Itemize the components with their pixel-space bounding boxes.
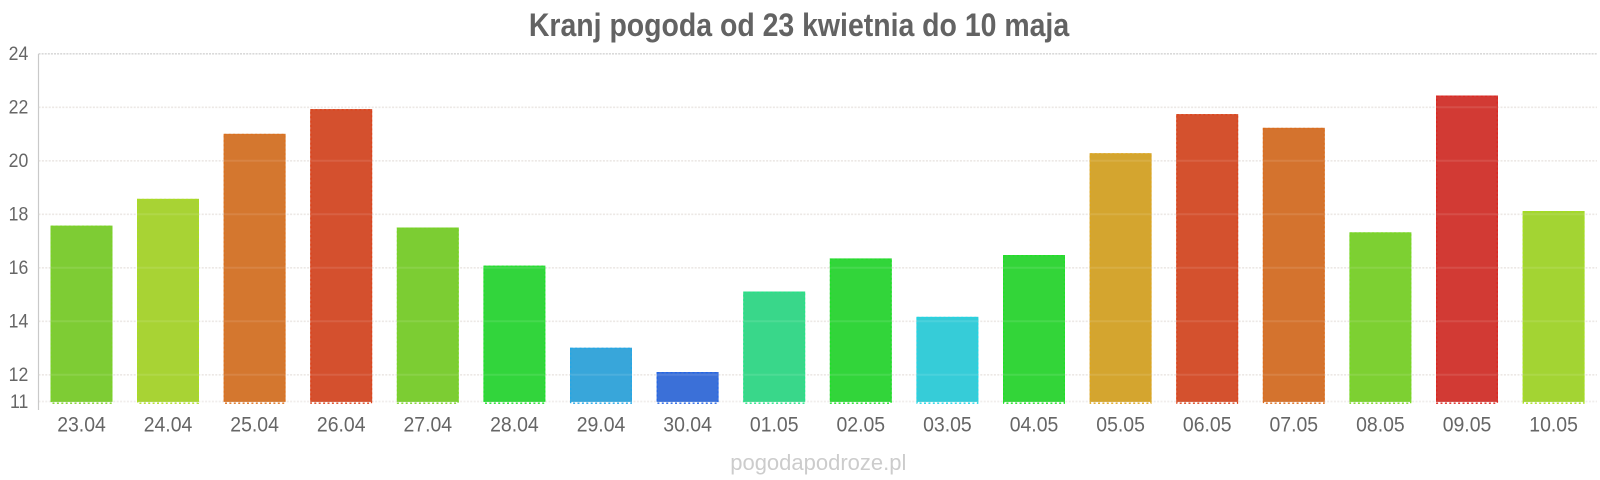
svg-text:18: 18 xyxy=(9,203,29,225)
svg-text:11: 11 xyxy=(10,390,28,412)
svg-text:09.05: 09.05 xyxy=(1443,412,1492,436)
svg-text:20: 20 xyxy=(9,150,29,172)
svg-text:26.04: 26.04 xyxy=(317,412,366,436)
svg-text:12: 12 xyxy=(9,364,29,386)
svg-text:14: 14 xyxy=(9,310,29,332)
svg-text:04.05: 04.05 xyxy=(1010,412,1059,436)
svg-text:22: 22 xyxy=(9,96,29,118)
svg-text:pogodapodroze.pl: pogodapodroze.pl xyxy=(730,450,906,475)
svg-text:01.05: 01.05 xyxy=(750,412,799,436)
svg-text:30.04: 30.04 xyxy=(663,412,712,436)
svg-text:06.05: 06.05 xyxy=(1183,412,1232,436)
svg-text:16: 16 xyxy=(9,257,29,279)
svg-text:23.04: 23.04 xyxy=(57,412,106,436)
svg-text:10.05: 10.05 xyxy=(1529,412,1578,436)
svg-text:08.05: 08.05 xyxy=(1356,412,1405,436)
svg-text:24.04: 24.04 xyxy=(144,412,193,436)
svg-text:28.04: 28.04 xyxy=(490,412,539,436)
svg-text:Kranj pogoda od 23 kwietnia do: Kranj pogoda od 23 kwietnia do 10 maja xyxy=(529,7,1070,43)
svg-text:05.05: 05.05 xyxy=(1096,412,1145,436)
svg-text:25.04: 25.04 xyxy=(230,412,279,436)
svg-text:03.05: 03.05 xyxy=(923,412,972,436)
svg-text:27.04: 27.04 xyxy=(403,412,452,436)
svg-text:29.04: 29.04 xyxy=(577,412,626,436)
svg-text:24: 24 xyxy=(9,43,29,65)
svg-text:07.05: 07.05 xyxy=(1269,412,1318,436)
svg-text:02.05: 02.05 xyxy=(836,412,885,436)
